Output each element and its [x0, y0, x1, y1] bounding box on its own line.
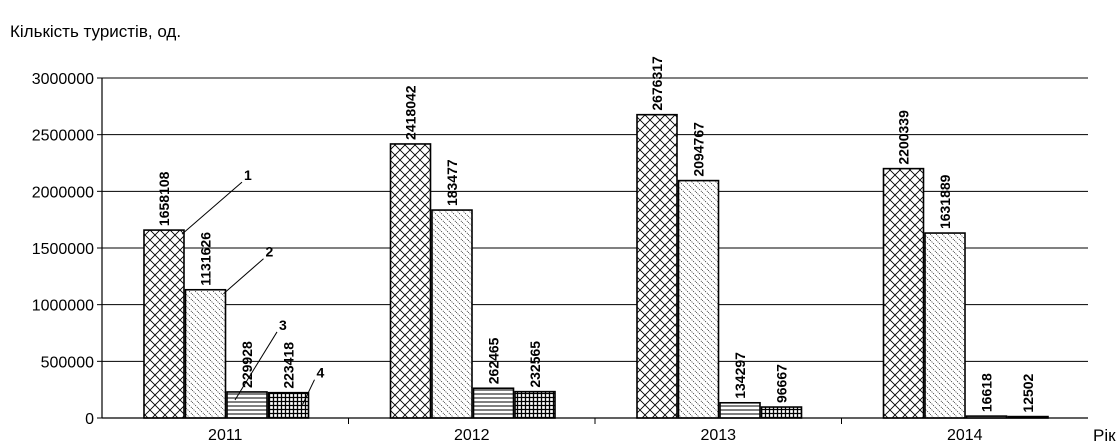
- data-label: 2418042: [403, 85, 419, 140]
- data-label: 1658108: [156, 171, 172, 226]
- data-label: 12502: [1020, 373, 1036, 412]
- series-callout-4: 4: [317, 365, 325, 381]
- y-tick-label: 1500000: [32, 241, 94, 258]
- x-category-label: 2014: [947, 427, 983, 444]
- data-label: 1131626: [198, 232, 214, 286]
- data-label: 262465: [486, 337, 502, 384]
- bar-2012-series-2: [431, 209, 473, 419]
- bar-2011-series-4: [267, 391, 310, 419]
- x-category-label: 2012: [454, 427, 490, 444]
- bar-2014-series-2: [924, 232, 966, 419]
- callout-line: [302, 379, 315, 405]
- y-tick-label: 500000: [41, 354, 94, 371]
- data-labels: 1658108 2418042 2676317 2200339 1131626 18347…: [156, 56, 1036, 413]
- y-tick-label: 0: [85, 411, 94, 428]
- x-axis-title: Рік: [1093, 426, 1116, 445]
- data-label: 96667: [774, 364, 790, 403]
- y-tick-label: 2000000: [32, 184, 94, 201]
- x-axis-categories: 2011 2012 2013 2014: [208, 418, 983, 444]
- bar-2011-series-2: [184, 288, 227, 419]
- bar-2011-series-3: [226, 391, 268, 419]
- x-category-label: 2011: [208, 427, 243, 444]
- y-axis-title: Кількість туристів, од.: [10, 22, 181, 41]
- y-tick-label: 3000000: [32, 71, 94, 88]
- bar-2013-series-3: [719, 401, 761, 419]
- bar-2013-series-4: [760, 406, 803, 419]
- x-category-label: 2013: [700, 427, 736, 444]
- series-callout-1: 1: [244, 167, 252, 183]
- y-axis-ticks: 0 500000 1000000 1500000 2000000 2500000 30000…: [32, 71, 102, 428]
- bar-2012-series-3: [472, 387, 515, 419]
- data-label: 183477: [444, 159, 460, 206]
- data-label: 134297: [732, 352, 748, 399]
- bar-2011-series-1: [143, 229, 185, 419]
- data-label: 2094767: [691, 122, 707, 177]
- data-label: 232565: [527, 341, 543, 388]
- y-tick-label: 2500000: [32, 128, 94, 145]
- series-callouts: 1 2 3 4: [181, 167, 325, 405]
- bar-2014-series-1: [882, 167, 925, 419]
- bar-2012-series-1: [389, 143, 432, 419]
- data-label: 16618: [979, 373, 995, 412]
- y-tick-label: 1000000: [32, 298, 94, 315]
- bar-2013-series-1: [636, 113, 678, 419]
- bar-2013-series-2: [677, 179, 720, 419]
- data-label: 1631889: [937, 174, 953, 229]
- bar-2012-series-4: [514, 390, 556, 419]
- data-label: 2676317: [649, 56, 665, 111]
- bars: [143, 113, 1049, 419]
- data-label: 223418: [281, 342, 297, 389]
- callout-line: [223, 258, 264, 295]
- data-label: 229928: [239, 341, 255, 388]
- data-label: 2200339: [896, 110, 912, 165]
- axes: [101, 78, 1088, 419]
- callout-line: [181, 181, 243, 235]
- series-callout-2: 2: [266, 244, 274, 260]
- callout-line: [234, 331, 278, 401]
- series-callout-3: 3: [279, 317, 287, 333]
